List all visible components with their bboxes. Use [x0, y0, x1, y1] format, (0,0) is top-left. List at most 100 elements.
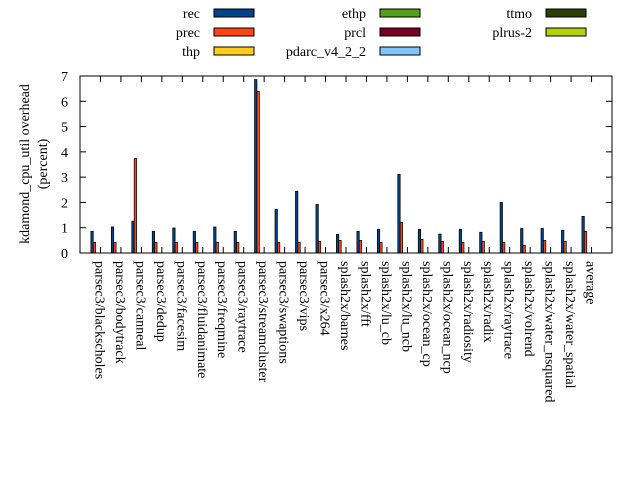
- bar-rec: [315, 204, 319, 254]
- legend-swatch: [379, 27, 421, 37]
- bar-prec: [133, 158, 137, 254]
- bar-prec: [195, 242, 199, 254]
- legend-label: prcl: [344, 26, 366, 41]
- x-tick-label: splash2x/radiosity: [460, 261, 475, 363]
- bar-prec: [440, 241, 444, 254]
- y-tick-label: 3: [61, 171, 68, 186]
- y-tick-label: 5: [61, 121, 68, 136]
- bar-rec: [254, 79, 258, 254]
- y-tick-label: 6: [61, 95, 68, 110]
- bar-rec: [499, 202, 503, 254]
- bar-rec: [376, 228, 381, 254]
- y-axis-label-line2: (percent): [36, 138, 51, 189]
- bars: [90, 79, 588, 254]
- legend-swatch: [545, 27, 587, 37]
- bar-rec: [131, 220, 135, 254]
- bar-rec: [151, 230, 155, 254]
- bar-rec: [274, 208, 278, 254]
- bar-rec: [336, 233, 340, 254]
- x-tick-label: parsec3/fluidanimate: [194, 261, 209, 378]
- x-tick-label: splash2x/raytrace: [501, 261, 516, 359]
- bar-prec: [399, 222, 403, 254]
- plot-frame: [79, 75, 613, 254]
- bar-rec: [581, 215, 585, 254]
- x-tick-label: parsec3/freqmine: [214, 261, 229, 358]
- bar-prec: [317, 241, 322, 254]
- x-tick-label: parsec3/streamcluster: [255, 261, 270, 383]
- bar-prec: [502, 242, 506, 254]
- bar-prec: [174, 242, 178, 254]
- bar-rec: [233, 230, 237, 254]
- x-tick-label: splash2x/ocean_ncp: [439, 261, 454, 374]
- x-tick-label: splash2x/water_nsquared: [542, 261, 557, 403]
- bar-prec: [236, 242, 240, 254]
- bar-prec: [277, 242, 281, 254]
- y-tick-label: 0: [61, 247, 68, 262]
- x-tick-label: splash2x/lu_cb: [378, 261, 393, 345]
- bar-rec: [110, 226, 115, 254]
- y-tick-label: 1: [61, 222, 68, 237]
- x-tick-label: splash2x/water_spatial: [562, 261, 577, 389]
- x-tick-label: splash2x/volrend: [521, 261, 536, 357]
- legend-swatch: [379, 8, 421, 18]
- bar-prec: [256, 91, 260, 254]
- x-tick-label: parsec3/raytrace: [235, 261, 250, 353]
- legend-swatch: [379, 46, 421, 56]
- bar-rec: [397, 174, 401, 254]
- legend-swatch: [545, 8, 587, 18]
- y-tick-label: 4: [61, 146, 68, 161]
- bar-rec: [479, 231, 483, 254]
- legend-swatch: [213, 46, 255, 56]
- x-axis: parsec3/blackscholes parsec3/bodytrack par…: [91, 76, 598, 403]
- bar-prec: [481, 241, 485, 254]
- bar-rec: [172, 227, 176, 254]
- x-tick-label: splash2x/lu_ncb: [398, 261, 413, 352]
- bar-prec: [297, 242, 301, 254]
- bar-prec: [461, 242, 465, 254]
- bar-rec: [520, 228, 524, 254]
- bar-prec: [583, 230, 588, 254]
- bar-prec: [563, 241, 567, 254]
- bar-prec: [154, 242, 158, 254]
- x-tick-label: parsec3/facesim: [173, 261, 188, 351]
- x-tick-label: parsec3/bodytrack: [112, 261, 127, 364]
- x-tick-label: splash2x/radix: [480, 261, 495, 343]
- y-axis: 0 1 2 3 4 5 6 7: [61, 70, 612, 262]
- bar-rec: [540, 228, 544, 254]
- bar-rec: [561, 229, 565, 254]
- bar-rec: [213, 226, 217, 254]
- y-tick-label: 2: [61, 196, 68, 211]
- x-tick-label: parsec3/swaptions: [276, 261, 291, 364]
- legend-label: thp: [182, 45, 200, 60]
- bar-rec: [458, 228, 462, 254]
- legend-swatch: [213, 8, 255, 18]
- bar-prec: [358, 240, 363, 254]
- bar-rec: [356, 230, 360, 254]
- bar-prec: [338, 240, 342, 254]
- y-axis-label-line1: kdamond_cpu_util overhead: [18, 84, 33, 244]
- bar-rec: [417, 228, 421, 254]
- x-tick-label: splash2x/barnes: [337, 261, 352, 350]
- legend-label: plrus-2: [492, 26, 532, 41]
- bar-rec: [90, 230, 94, 254]
- x-tick-label: parsec3/x264: [317, 261, 332, 336]
- x-tick-label: splash2x/fft: [357, 261, 372, 327]
- x-tick-label: parsec3/dedup: [153, 261, 168, 342]
- legend-label: pdarc_v4_2_2: [286, 45, 366, 60]
- bar-prec: [113, 242, 117, 254]
- legend: rec prec thp ethp prcl pdarc_v4_2_2 ttmo plrus-…: [176, 7, 587, 60]
- bar-prec: [543, 240, 547, 254]
- bar-prec: [215, 242, 219, 254]
- bar-rec: [295, 190, 299, 254]
- bar-rec: [192, 230, 196, 254]
- legend-label: ttmo: [506, 7, 532, 22]
- x-tick-label: splash2x/ocean_cp: [419, 261, 434, 367]
- bar-prec: [420, 238, 424, 254]
- legend-label: ethp: [342, 7, 366, 22]
- x-tick-label: parsec3/vips: [296, 261, 311, 331]
- legend-label: rec: [183, 7, 200, 22]
- bar-prec: [522, 245, 526, 254]
- x-tick-label: parsec3/blackscholes: [91, 261, 106, 379]
- legend-label: prec: [176, 26, 200, 41]
- bar-prec: [379, 242, 383, 254]
